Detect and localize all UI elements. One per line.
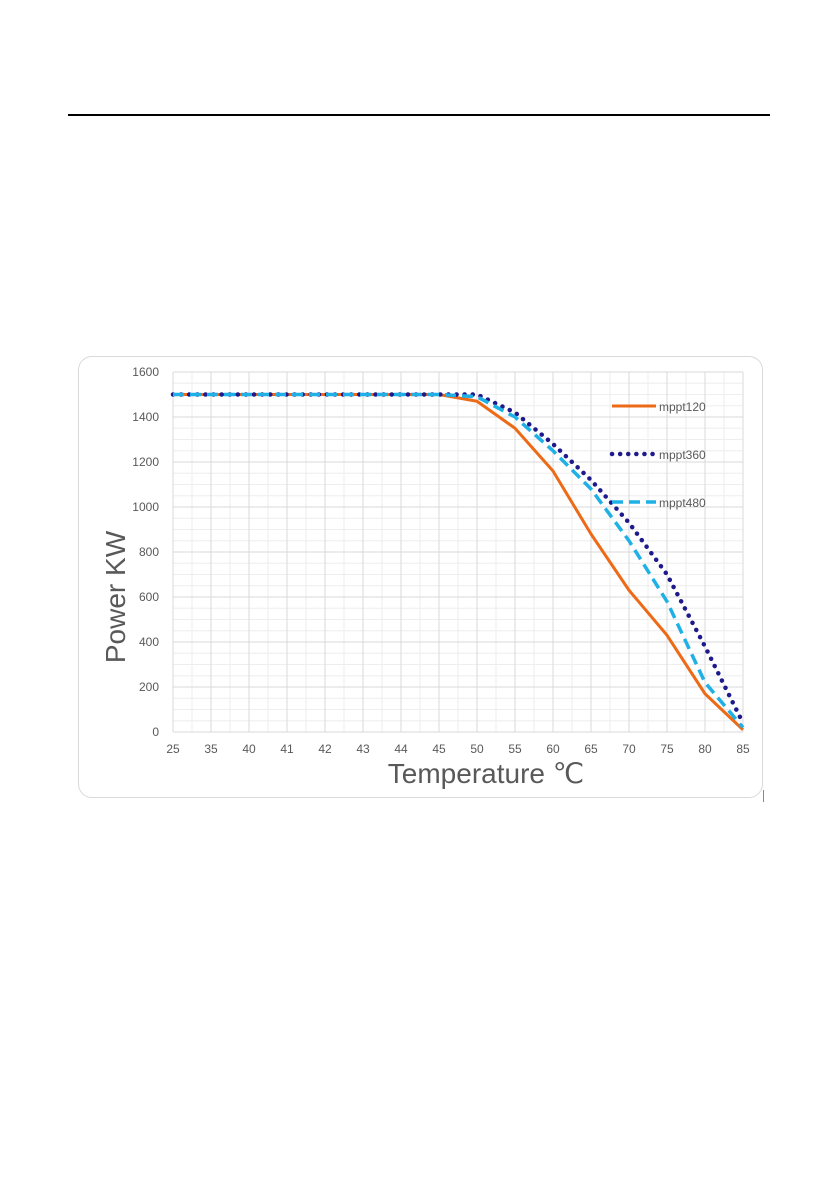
- major-grid: [172, 371, 744, 733]
- legend-label-mppt360: mppt360: [659, 448, 706, 462]
- y-tick-label: 600: [139, 590, 159, 604]
- x-tick-label: 75: [660, 742, 674, 756]
- x-tick-label: 40: [242, 742, 256, 756]
- series-line-mppt480: [173, 392, 745, 729]
- y-tick-label: 400: [139, 635, 159, 649]
- legend: mppt120 mppt360 mppt480: [609, 400, 706, 510]
- header-rule: [68, 114, 770, 116]
- y-tick-label: 800: [139, 545, 159, 559]
- legend-label-mppt120: mppt120: [659, 400, 706, 414]
- y-tick-label: 200: [139, 680, 159, 694]
- x-tick-label: 43: [356, 742, 370, 756]
- x-tick-label: 65: [584, 742, 598, 756]
- series-lines: [170, 392, 746, 731]
- y-tick-label: 1600: [132, 365, 159, 379]
- x-tick-label: 85: [736, 742, 750, 756]
- y-tick-label: 0: [152, 725, 159, 739]
- x-tick-label: 80: [698, 742, 712, 756]
- x-tick-label: 50: [470, 742, 484, 756]
- x-axis-title: Temperature ℃: [388, 758, 584, 789]
- y-tick-label: 1400: [132, 410, 159, 424]
- y-axis-title: Power KW: [100, 530, 131, 663]
- corner-mark: [763, 790, 764, 802]
- x-tick-label: 25: [166, 742, 180, 756]
- x-tick-label: 70: [622, 742, 636, 756]
- y-tick-labels: 0 200 400 600 800 1000 1200 1400 1600: [132, 365, 159, 739]
- legend-label-mppt480: mppt480: [659, 496, 706, 510]
- x-tick-labels: 25 35 40 41 42 43 44 45 50 55 60 65 70 75 80 85: [166, 742, 750, 756]
- y-tick-label: 1200: [132, 455, 159, 469]
- x-tick-label: 42: [318, 742, 332, 756]
- x-tick-label: 60: [546, 742, 560, 756]
- x-tick-label: 35: [204, 742, 218, 756]
- x-tick-label: 41: [280, 742, 294, 756]
- x-tick-label: 44: [394, 742, 408, 756]
- y-tick-label: 1000: [132, 500, 159, 514]
- x-tick-label: 55: [508, 742, 522, 756]
- x-tick-label: 45: [432, 742, 446, 756]
